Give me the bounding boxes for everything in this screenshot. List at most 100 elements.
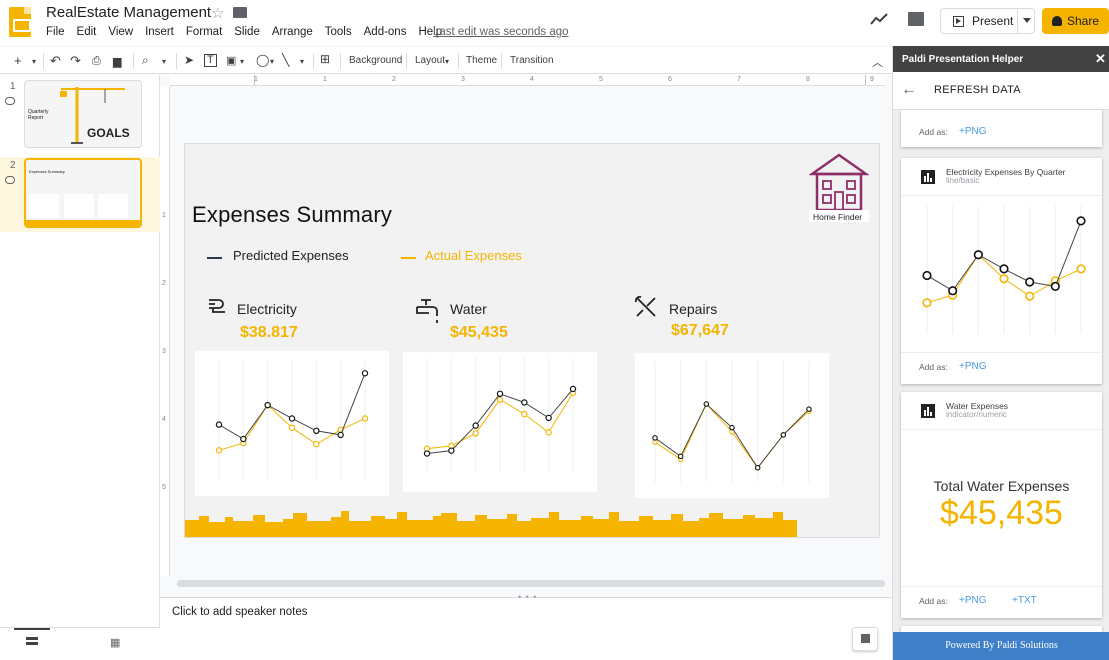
ruler-tick: 4 — [530, 76, 534, 83]
line-icon[interactable]: ╲ — [282, 53, 290, 67]
shape-dropdown-icon[interactable]: ▾ — [270, 57, 275, 66]
card-subtitle: line/basic — [946, 176, 980, 185]
paint-format-icon[interactable]: ▆ — [113, 56, 122, 68]
data-point — [361, 370, 369, 377]
shape-icon[interactable]: ◯ — [256, 53, 270, 67]
add-comment-icon[interactable]: ⊞ — [320, 52, 331, 66]
data-point — [754, 464, 761, 471]
menu-edit[interactable]: Edit — [76, 26, 97, 38]
electricity-chart-card: Electricity Expenses By Quarter line/bas… — [901, 158, 1102, 384]
transition-button[interactable]: Transition — [510, 55, 554, 66]
slide-canvas[interactable]: Expenses Summary Predicted Expenses Actu… — [184, 143, 880, 538]
image-icon[interactable]: ▣ — [226, 55, 237, 67]
repairs-chart-card[interactable] — [635, 353, 829, 498]
data-point — [948, 286, 958, 296]
redo-icon[interactable]: ↷ — [70, 53, 81, 68]
add-as-label: Add as: — [919, 127, 948, 137]
city-skyline-decoration — [185, 511, 797, 537]
grid-view-icon[interactable]: ▦ — [110, 637, 121, 649]
menu-view[interactable]: View — [108, 26, 134, 38]
data-point — [545, 429, 552, 436]
ruler-tick: 5 — [162, 484, 166, 491]
ruler-tick: 4 — [162, 416, 166, 423]
view-toggle-bar: ▦ — [0, 627, 160, 660]
slide-filmstrip: 1 Quarterly Report GOALS 2 Expenses Summ… — [0, 75, 160, 627]
slides-logo-icon[interactable] — [9, 7, 31, 37]
back-arrow-icon[interactable]: ← — [901, 81, 917, 98]
zoom-dropdown-icon[interactable]: ▾ — [162, 57, 167, 66]
folder-icon[interactable] — [233, 7, 247, 18]
explore-button[interactable] — [852, 627, 878, 651]
add-png-button[interactable]: +PNG — [959, 361, 987, 372]
add-png-button[interactable]: +PNG — [959, 126, 987, 137]
thumbnail-chart — [64, 194, 94, 218]
add-txt-button[interactable]: +TXT — [1012, 595, 1037, 606]
data-point — [496, 396, 504, 403]
data-point — [472, 430, 479, 437]
undo-icon[interactable]: ↶ — [50, 53, 61, 68]
data-point — [806, 406, 812, 412]
slide-thumbnail-1[interactable]: Quarterly Report GOALS — [24, 80, 142, 148]
horizontal-scrollbar[interactable] — [177, 580, 885, 587]
ruler-tick: 1 — [323, 76, 327, 83]
person-icon — [1051, 16, 1062, 26]
data-point — [569, 385, 577, 393]
star-icon[interactable]: ☆ — [211, 5, 225, 22]
section-value-electricity: $38.817 — [240, 324, 298, 341]
present-options-chevron-icon[interactable] — [1023, 18, 1031, 23]
menu-file[interactable]: File — [46, 26, 65, 38]
refresh-data-button[interactable]: REFRESH DATA — [934, 84, 1021, 96]
present-button[interactable]: Present — [940, 8, 1035, 34]
tools-icon — [634, 295, 656, 317]
data-point — [313, 427, 320, 435]
collapse-toolbar-chevron-icon[interactable]: ︿ — [872, 57, 883, 69]
document-title[interactable]: RealEstate Management — [46, 4, 212, 21]
activity-trend-icon[interactable] — [870, 12, 888, 26]
share-button[interactable]: Share — [1042, 8, 1109, 34]
print-icon[interactable]: ⎙ — [92, 55, 101, 67]
data-point — [521, 410, 528, 418]
background-button[interactable]: Background — [349, 55, 403, 66]
thumbnail-skyline — [26, 220, 140, 226]
new-slide-plus-icon[interactable]: + — [14, 53, 22, 68]
water-indicator-card: Water Expenses indicator/numeric Total W… — [901, 392, 1102, 618]
menu-help[interactable]: Help — [418, 26, 443, 38]
comment-icon[interactable] — [908, 12, 924, 26]
menu-tools[interactable]: Tools — [324, 26, 352, 38]
menu-format[interactable]: Format — [185, 26, 223, 38]
notes-resize-handle[interactable]: • • • — [518, 592, 538, 602]
text-box-icon[interactable]: T — [204, 54, 217, 67]
new-slide-dropdown-icon[interactable]: ▾ — [32, 57, 37, 66]
layout-dropdown-icon: ▾ — [445, 57, 450, 66]
slide-title[interactable]: Expenses Summary — [192, 202, 392, 228]
image-dropdown-icon[interactable]: ▾ — [240, 57, 245, 66]
theme-button[interactable]: Theme — [466, 55, 498, 66]
ruler-tick: 9 — [870, 76, 874, 83]
electricity-chart-card[interactable] — [195, 351, 389, 496]
menu-slide[interactable]: Slide — [234, 26, 260, 38]
present-icon — [953, 15, 964, 27]
data-point — [652, 435, 658, 441]
filmstrip-view-icon[interactable] — [26, 637, 38, 645]
speaker-notes[interactable]: • • • Click to add speaker notes — [160, 592, 892, 660]
layout-button[interactable]: Layout — [415, 55, 446, 66]
slide-thumbnail-2[interactable]: Expenses Summary — [24, 158, 142, 228]
water-chart-card[interactable] — [403, 352, 597, 492]
menu-insert[interactable]: Insert — [145, 26, 174, 38]
menu-arrange[interactable]: Arrange — [271, 26, 313, 38]
ruler-tick: 1 — [254, 76, 258, 83]
line-dropdown-icon[interactable]: ▾ — [300, 57, 305, 66]
repairs-line-chart — [652, 361, 812, 482]
add-png-button[interactable]: +PNG — [959, 595, 987, 606]
zoom-icon[interactable]: ⌕ — [142, 53, 149, 67]
last-edit-link[interactable]: Last edit was seconds ago — [433, 26, 569, 38]
data-point — [973, 250, 983, 260]
ruler-tick: 2 — [392, 76, 396, 83]
data-point — [780, 432, 787, 438]
close-icon[interactable]: ✕ — [1095, 51, 1106, 66]
thumbnail-chart — [98, 194, 128, 218]
data-point — [545, 414, 552, 422]
add-as-label: Add as: — [919, 596, 948, 606]
select-cursor-icon[interactable]: ➤ — [184, 53, 195, 67]
menu-addons[interactable]: Add-ons — [363, 26, 407, 38]
